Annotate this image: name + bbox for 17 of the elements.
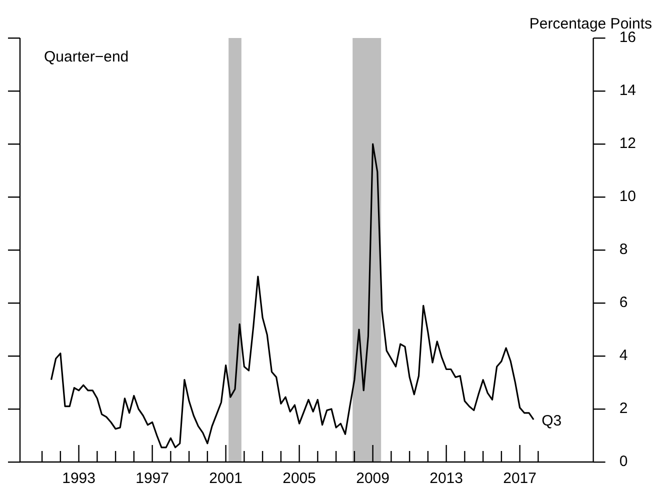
- y-tick-label: 10: [619, 188, 636, 206]
- x-tick-label: 1993: [62, 470, 96, 488]
- y-tick-label: 6: [619, 294, 628, 312]
- x-tick-label: 2017: [503, 470, 536, 488]
- y-tick-label: 12: [619, 135, 636, 152]
- y-tick-label: 8: [619, 241, 628, 258]
- y-tick-label: 0: [619, 453, 628, 470]
- annotation: Quarter−end: [44, 48, 129, 66]
- x-tick-label: 2013: [430, 470, 463, 488]
- x-tick-label: 2009: [356, 470, 390, 488]
- y-tick-label: 2: [619, 400, 628, 418]
- annotation: Q3: [542, 412, 562, 430]
- x-tick-label: 2005: [282, 470, 316, 488]
- x-tick-label: 1997: [136, 470, 169, 488]
- x-tick-label: 2001: [209, 470, 242, 488]
- y-tick-label: 4: [619, 347, 628, 364]
- y-tick-label: 14: [619, 82, 636, 100]
